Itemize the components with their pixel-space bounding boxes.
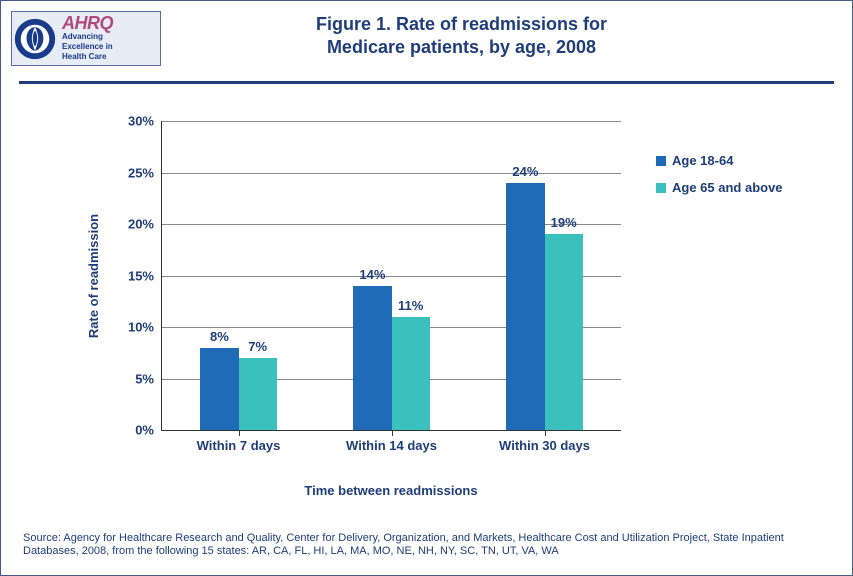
legend-swatch [656, 156, 666, 166]
bar-value-label: 8% [210, 329, 229, 344]
x-tick-mark [545, 430, 546, 436]
bar: 7% [239, 358, 277, 430]
bar-value-label: 11% [398, 298, 423, 313]
ahrq-tagline-2: Excellence in [62, 43, 113, 52]
ahrq-wordmark: AHRQ [62, 14, 113, 32]
figure-frame: AHRQ Advancing Excellence in Health Care… [0, 0, 853, 576]
bar: 11% [392, 317, 430, 430]
x-tick-label: Within 30 days [499, 438, 590, 453]
gridline [162, 173, 621, 174]
bar-value-label: 19% [551, 215, 577, 230]
x-tick-mark [239, 430, 240, 436]
legend-item: Age 18-64 [656, 153, 783, 168]
y-tick-label: 0% [135, 423, 162, 438]
bar: 24% [506, 183, 544, 430]
bar: 8% [200, 348, 238, 430]
logo-block: AHRQ Advancing Excellence in Health Care [11, 11, 161, 66]
y-tick-label: 10% [128, 320, 162, 335]
gridline [162, 121, 621, 122]
y-tick-label: 15% [128, 268, 162, 283]
legend-label: Age 65 and above [672, 180, 783, 195]
bar-value-label: 7% [248, 339, 267, 354]
figure-title-line1: Figure 1. Rate of readmissions for [316, 14, 607, 34]
x-tick-label: Within 7 days [197, 438, 281, 453]
legend: Age 18-64 Age 65 and above [656, 153, 783, 207]
x-tick-mark [392, 430, 393, 436]
y-axis-title: Rate of readmission [86, 214, 101, 338]
legend-swatch [656, 183, 666, 193]
y-tick-label: 20% [128, 217, 162, 232]
y-tick-label: 25% [128, 165, 162, 180]
x-tick-label: Within 14 days [346, 438, 437, 453]
bar-value-label: 14% [359, 267, 385, 282]
hhs-seal-icon [14, 18, 56, 60]
figure-title: Figure 1. Rate of readmissions for Medic… [161, 7, 842, 60]
ahrq-logo: AHRQ Advancing Excellence in Health Care [58, 12, 119, 65]
y-tick-label: 30% [128, 114, 162, 129]
bar: 19% [545, 234, 583, 430]
header: AHRQ Advancing Excellence in Health Care… [1, 1, 852, 75]
ahrq-tagline-3: Health Care [62, 53, 113, 62]
bar-value-label: 24% [512, 164, 538, 179]
bar: 14% [353, 286, 391, 430]
x-axis-title: Time between readmissions [161, 483, 621, 498]
ahrq-tagline-1: Advancing [62, 33, 113, 42]
y-tick-label: 5% [135, 371, 162, 386]
legend-item: Age 65 and above [656, 180, 783, 195]
source-note: Source: Agency for Healthcare Research a… [23, 532, 830, 560]
legend-label: Age 18-64 [672, 153, 733, 168]
figure-title-line2: Medicare patients, by age, 2008 [327, 37, 596, 57]
plot-region: 0%5%10%15%20%25%30%Within 7 days8%7%With… [161, 121, 621, 431]
header-divider [19, 81, 834, 84]
chart-area: Rate of readmission Time between readmis… [1, 91, 852, 505]
